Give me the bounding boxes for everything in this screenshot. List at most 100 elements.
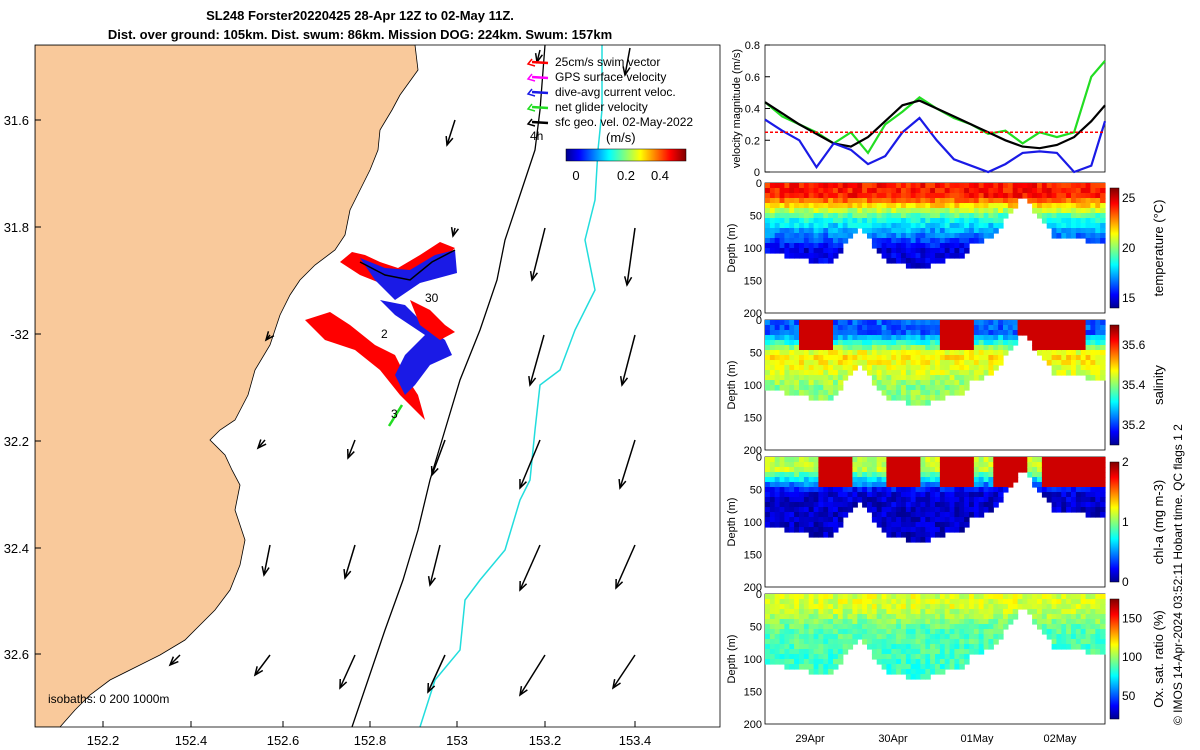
- section-cell: [867, 360, 873, 366]
- section-cell: [905, 644, 912, 650]
- section-cell: [837, 472, 844, 478]
- section-cell: [833, 482, 839, 488]
- section-cell: [876, 629, 883, 635]
- section-cell: [905, 395, 912, 401]
- section-cell: [871, 482, 878, 488]
- section-cell: [813, 233, 820, 239]
- section-cell: [837, 198, 844, 204]
- section-cell: [833, 614, 839, 620]
- section-cell: [862, 502, 868, 508]
- section-cell: [1061, 365, 1067, 371]
- section-cell: [828, 527, 834, 533]
- section-cell: [983, 370, 990, 376]
- section-cell: [1095, 507, 1101, 513]
- section-cell: [1056, 482, 1062, 488]
- section-cell: [818, 233, 824, 239]
- section-cell: [930, 320, 936, 326]
- section-cell: [1041, 614, 1048, 620]
- section-cell: [842, 482, 849, 488]
- section-cell: [925, 355, 931, 361]
- section-cell: [944, 462, 951, 468]
- lat-tick-label: 32.4: [4, 541, 29, 556]
- section-cell: [1022, 462, 1028, 468]
- section-cell: [871, 243, 878, 249]
- section-cell: [862, 609, 868, 615]
- section-cell: [862, 345, 868, 351]
- section-cell: [944, 629, 951, 635]
- section-cell: [939, 223, 946, 229]
- section-cell: [925, 218, 931, 224]
- section-cell: [1027, 457, 1033, 463]
- depth-tick-label: 200: [744, 445, 762, 457]
- depth-tick-label: 150: [744, 687, 762, 699]
- section-cell: [1037, 462, 1043, 468]
- section-cell: [993, 335, 999, 341]
- section-cell: [905, 599, 912, 605]
- section-cell: [901, 228, 907, 234]
- section-cell: [939, 360, 946, 366]
- section-cell: [925, 395, 931, 401]
- section-cell: [833, 487, 839, 493]
- section-cell: [1090, 477, 1096, 483]
- section-cell: [857, 492, 863, 498]
- section-cell: [876, 477, 883, 483]
- section-cell: [1003, 614, 1009, 620]
- section-cell: [964, 385, 970, 391]
- section-cell: [896, 649, 902, 655]
- section-cell: [925, 263, 931, 269]
- section-cell: [944, 193, 951, 199]
- section-cell: [765, 619, 771, 625]
- section-cell: [847, 320, 854, 326]
- section-cell: [915, 365, 922, 371]
- depth-tick-label: 100: [744, 380, 762, 392]
- section-cell: [973, 497, 980, 503]
- section-cell: [799, 248, 805, 254]
- section-cell: [993, 502, 999, 508]
- section-cell: [1032, 462, 1038, 468]
- section-cell: [891, 395, 897, 401]
- section-cell: [1090, 233, 1096, 239]
- section-cell: [779, 462, 786, 468]
- section-cell: [774, 497, 781, 503]
- section-cell: [964, 644, 970, 650]
- section-cell: [930, 472, 936, 478]
- section-cell: [1056, 502, 1062, 508]
- section-cell: [959, 203, 965, 209]
- section-cell: [1100, 507, 1106, 513]
- section-cell: [920, 203, 926, 209]
- section-cell: [1085, 477, 1092, 483]
- section-cell: [881, 482, 888, 488]
- section-cell: [765, 223, 771, 229]
- section-cell: [876, 213, 883, 219]
- section-cell: [833, 467, 839, 473]
- section-cell: [901, 472, 907, 478]
- section-cell: [794, 517, 800, 523]
- section-cell: [891, 228, 897, 234]
- section-cell: [794, 502, 800, 508]
- section-cell: [774, 238, 781, 244]
- section-cell: [959, 188, 965, 194]
- legend-item: 25cm/s swim vector: [526, 55, 660, 69]
- section-cell: [978, 457, 985, 463]
- section-cell: [1085, 609, 1092, 615]
- section-cell: [779, 659, 786, 665]
- section-cell: [813, 350, 820, 356]
- section-cell: [944, 238, 951, 244]
- section-cell: [857, 497, 863, 503]
- section-cell: [969, 213, 975, 219]
- section-cell: [871, 370, 878, 376]
- section-cell: [852, 335, 858, 341]
- section-cell: [896, 462, 902, 468]
- section-cell: [959, 385, 965, 391]
- section-cell: [823, 248, 829, 254]
- section-cell: [983, 183, 990, 189]
- section-cell: [920, 669, 926, 675]
- section-cell: [886, 634, 892, 640]
- section-cell: [964, 188, 970, 194]
- section-cell: [784, 360, 790, 366]
- section-cell: [828, 654, 834, 660]
- section-cell: [871, 497, 878, 503]
- section-cell: [1071, 629, 1077, 635]
- section-cell: [905, 370, 912, 376]
